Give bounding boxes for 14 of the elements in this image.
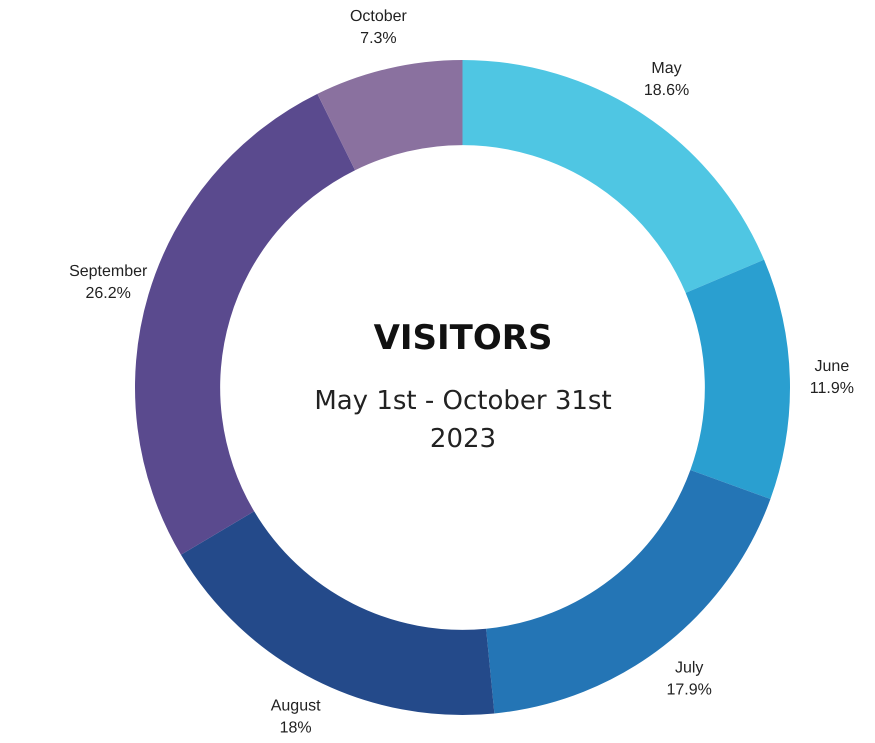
data-label: 17.9% [666, 682, 712, 699]
data-label: 18.6% [644, 82, 690, 99]
text: VISITORS [372, 318, 554, 358]
slice-label: October [350, 8, 408, 26]
data-label: 11.9% [810, 380, 854, 398]
slice-label: September [69, 263, 148, 280]
slice-label: June [814, 358, 850, 376]
slice-label: August [270, 698, 322, 715]
slice-label: May [651, 60, 682, 77]
text: May 1st - October 31st 2023 [313, 385, 613, 456]
data-label: 7.3% [360, 30, 397, 48]
slice-label: July [674, 660, 704, 677]
data-label: 26.2% [86, 285, 131, 302]
data-label: 18% [280, 720, 312, 737]
